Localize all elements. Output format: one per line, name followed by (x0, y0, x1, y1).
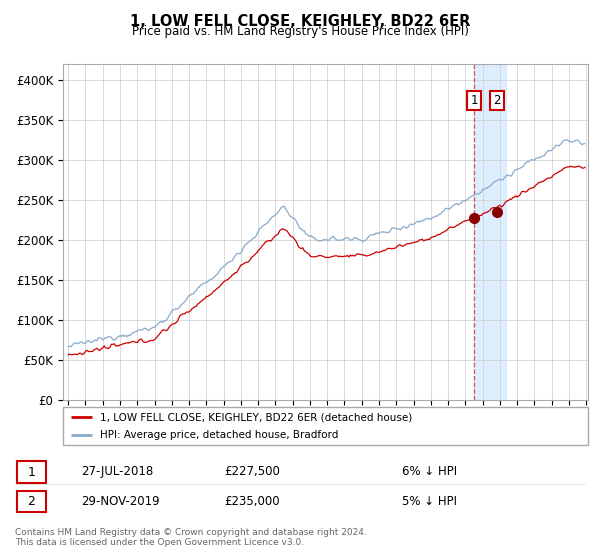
Text: 1: 1 (28, 465, 35, 479)
Text: 6% ↓ HPI: 6% ↓ HPI (402, 465, 457, 478)
Text: 2: 2 (493, 94, 501, 107)
Text: £235,000: £235,000 (224, 494, 280, 508)
Text: £227,500: £227,500 (224, 465, 280, 478)
Text: 2: 2 (28, 495, 35, 508)
Text: Contains HM Land Registry data © Crown copyright and database right 2024.
This d: Contains HM Land Registry data © Crown c… (15, 528, 367, 548)
Text: 29-NOV-2019: 29-NOV-2019 (81, 494, 160, 508)
Text: 1, LOW FELL CLOSE, KEIGHLEY, BD22 6ER (detached house): 1, LOW FELL CLOSE, KEIGHLEY, BD22 6ER (d… (100, 412, 412, 422)
Bar (474, 64, 506, 400)
Text: 1, LOW FELL CLOSE, KEIGHLEY, BD22 6ER: 1, LOW FELL CLOSE, KEIGHLEY, BD22 6ER (130, 14, 470, 29)
Text: 27-JUL-2018: 27-JUL-2018 (81, 465, 153, 478)
Text: HPI: Average price, detached house, Bradford: HPI: Average price, detached house, Brad… (100, 430, 338, 440)
Text: 5% ↓ HPI: 5% ↓ HPI (402, 494, 457, 508)
Text: 1: 1 (470, 94, 478, 107)
Text: Price paid vs. HM Land Registry's House Price Index (HPI): Price paid vs. HM Land Registry's House … (131, 25, 469, 38)
